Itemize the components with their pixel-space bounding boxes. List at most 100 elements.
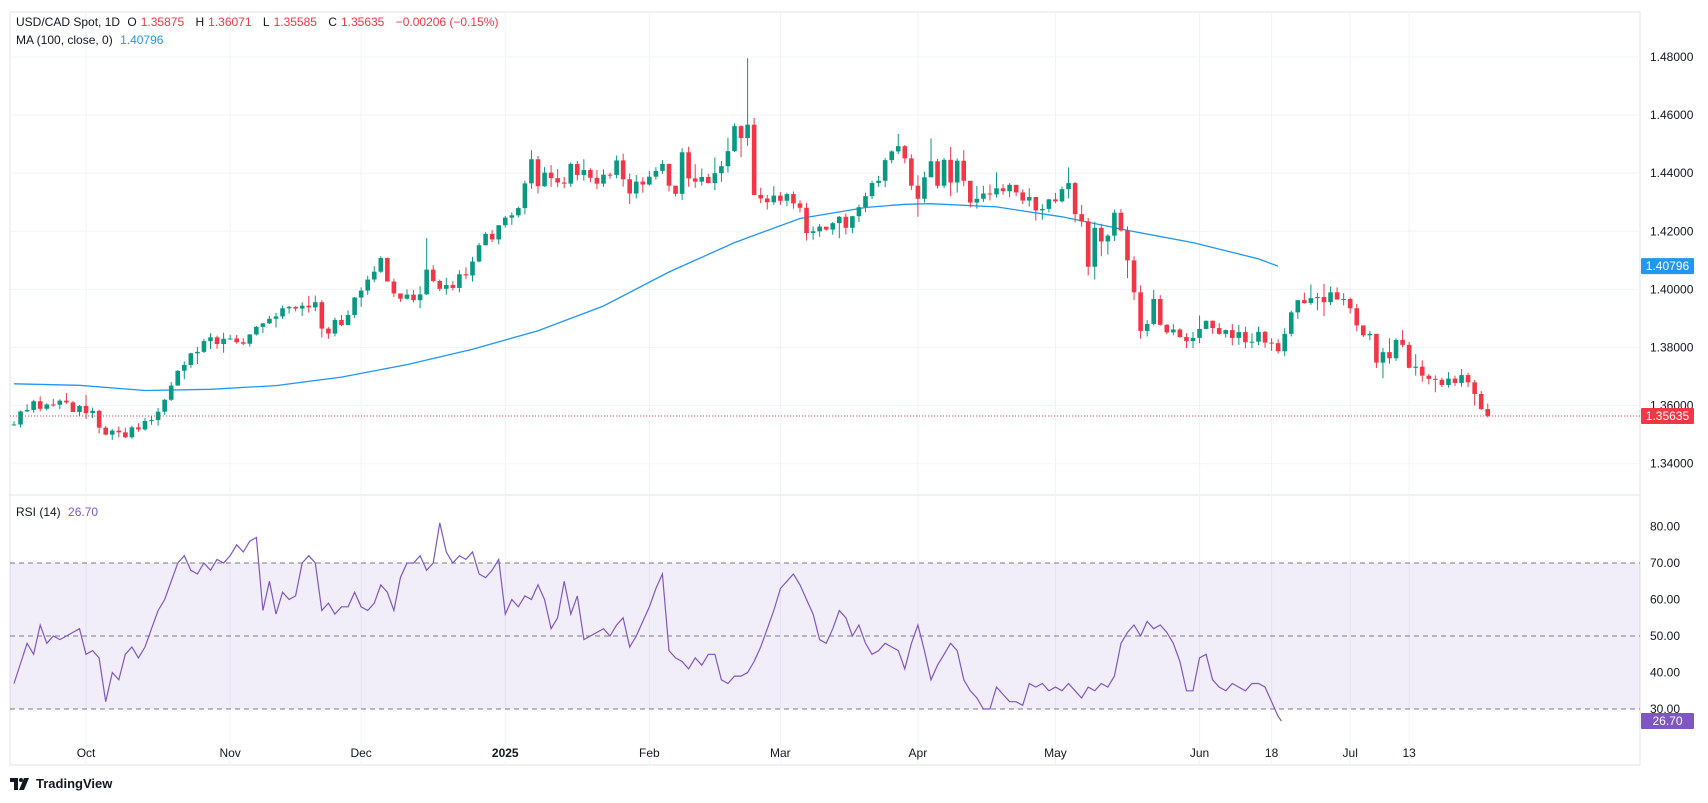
candle: [1020, 189, 1025, 204]
rsi-tick-label: 40.00: [1650, 666, 1680, 680]
candle: [109, 428, 115, 440]
candle: [1151, 289, 1156, 326]
candle: [1184, 333, 1189, 349]
candle: [1393, 338, 1399, 361]
candle: [1334, 287, 1340, 300]
candle: [358, 287, 364, 307]
candle-body: [1315, 296, 1320, 299]
candle-body: [1361, 325, 1366, 336]
candle-body: [155, 411, 161, 421]
rsi-label: RSI (14): [16, 505, 61, 519]
candle-body: [961, 160, 967, 181]
candle-body: [123, 432, 128, 438]
candle-body: [516, 208, 521, 216]
candle-body: [1282, 333, 1287, 352]
candle-body: [1118, 212, 1124, 231]
symbol-legend[interactable]: USD/CAD Spot, 1D O 1.35875 H 1.36071 L 1.35…: [16, 15, 502, 29]
rsi-legend[interactable]: RSI (14) 26.70: [16, 505, 102, 519]
candle: [1485, 403, 1491, 418]
candle-body: [981, 193, 986, 199]
candle-body: [974, 198, 980, 203]
candle-body: [116, 430, 122, 433]
candle: [332, 317, 338, 337]
candle-body: [221, 338, 226, 345]
candle: [712, 157, 718, 191]
candle: [1328, 286, 1333, 306]
rsi-tick-label: 30.00: [1650, 702, 1680, 716]
candle-body: [928, 161, 934, 178]
candle: [352, 296, 357, 318]
candle: [286, 305, 292, 314]
candle-body: [732, 126, 737, 152]
price-tick-label: 1.38000: [1650, 341, 1694, 355]
candle-body: [751, 124, 757, 195]
candle: [424, 238, 429, 295]
candle: [345, 310, 351, 326]
candle-body: [555, 178, 560, 183]
rsi-tick-label: 50.00: [1650, 629, 1680, 643]
candle: [555, 169, 560, 188]
candle: [673, 185, 678, 197]
candle-body: [712, 173, 718, 184]
candle: [398, 293, 403, 302]
candle-body: [1328, 292, 1333, 303]
tradingview-logo[interactable]: TradingView: [10, 776, 112, 791]
candle-body: [162, 399, 167, 412]
candle: [57, 399, 63, 410]
candle-body: [240, 342, 246, 344]
axes-group: 1.48000 1.46000 1.44000 1.42000 1.40000 1.380…: [77, 50, 1694, 760]
candle-body: [267, 318, 272, 324]
candle: [90, 407, 95, 419]
candle: [1099, 223, 1104, 257]
candle-body: [430, 269, 436, 281]
candle: [686, 146, 691, 187]
candle-body: [1157, 298, 1163, 325]
candle: [208, 333, 213, 349]
candle: [391, 278, 397, 297]
candle: [457, 270, 462, 293]
candle-body: [581, 170, 587, 175]
ma-legend[interactable]: MA (100, close, 0) 1.40796: [16, 33, 167, 47]
candle-body: [535, 159, 541, 187]
candle: [987, 184, 993, 201]
candle-body: [843, 216, 849, 228]
candle-body: [1472, 382, 1477, 394]
candle: [306, 295, 312, 313]
candle: [1144, 320, 1150, 337]
candle: [195, 346, 200, 365]
candle-body: [850, 216, 855, 228]
candle: [1079, 204, 1084, 227]
candle-body: [1144, 323, 1150, 331]
time-tick-label: Oct: [77, 746, 96, 760]
candle-body: [673, 185, 678, 194]
candle: [123, 427, 128, 439]
candle-body: [136, 427, 141, 430]
candle-body: [902, 146, 908, 159]
candle: [1406, 341, 1412, 369]
candle-body: [273, 316, 279, 319]
candle-body: [817, 226, 822, 232]
candle-body: [11, 424, 17, 426]
candle-body: [784, 194, 790, 201]
candle-body: [1321, 296, 1327, 303]
candle: [1354, 303, 1360, 332]
chart-frame: [9, 11, 1641, 766]
candle: [1419, 360, 1425, 382]
time-tick-label: Jun: [1190, 746, 1209, 760]
candle-body: [994, 188, 999, 195]
candle: [1439, 377, 1445, 388]
candle: [1138, 285, 1143, 339]
candle: [313, 295, 318, 312]
candle: [561, 176, 567, 189]
candle: [882, 158, 888, 188]
candle: [234, 335, 239, 344]
candle-body: [188, 353, 194, 365]
candle: [948, 147, 953, 197]
candle-body: [1079, 214, 1084, 222]
candle-body: [1230, 330, 1235, 338]
time-tick-label: Nov: [219, 746, 240, 760]
candle: [1216, 323, 1222, 335]
candle: [11, 421, 17, 426]
candle: [751, 118, 757, 196]
